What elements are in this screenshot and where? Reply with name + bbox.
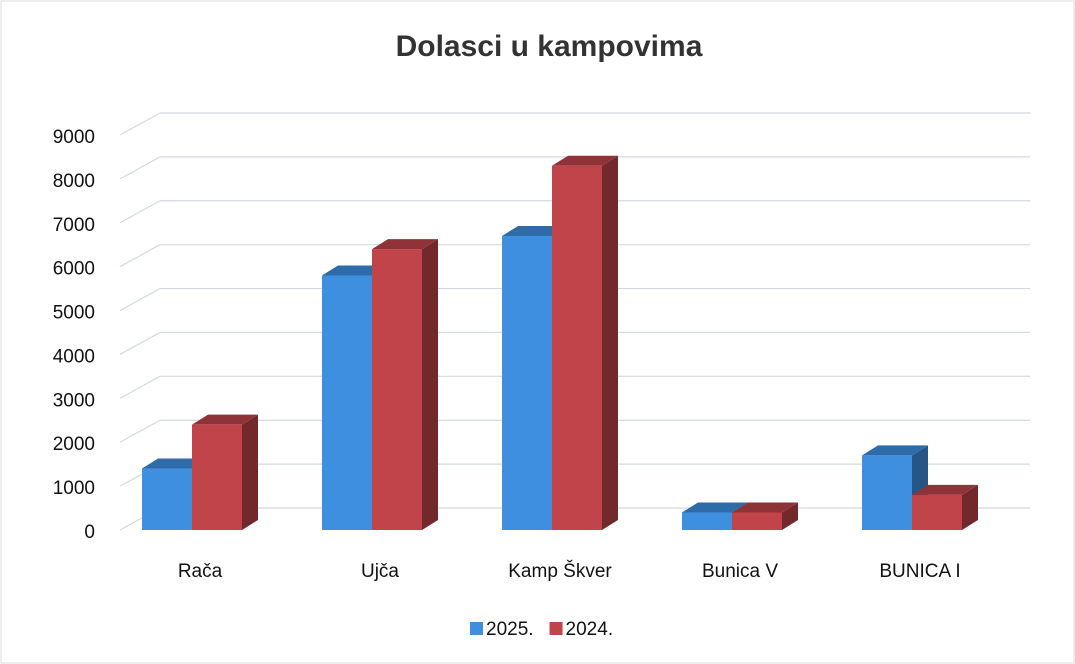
- legend-swatch: [470, 622, 483, 635]
- bar-3d: [372, 239, 438, 530]
- y-tick-label: 3000: [53, 390, 95, 411]
- bar: [862, 455, 912, 530]
- y-tick-label: 6000: [53, 259, 95, 280]
- bar-top: [552, 155, 618, 166]
- bar-top: [322, 265, 388, 276]
- bar: [322, 275, 372, 530]
- grid-line-side: [119, 112, 161, 136]
- bar-top: [682, 502, 748, 513]
- bar: [552, 165, 602, 530]
- bar: [912, 494, 962, 530]
- y-tick-label: 7000: [53, 215, 95, 236]
- bar-top: [142, 458, 208, 469]
- x-tick-label: Ujča: [361, 561, 399, 582]
- bar-side: [422, 239, 438, 530]
- bar-3d: [192, 414, 258, 530]
- bar-top: [372, 239, 438, 250]
- grid-line-side: [119, 419, 161, 443]
- legend-label: 2025.: [486, 619, 534, 640]
- y-tick-label: 1000: [53, 478, 95, 499]
- grid-line-side: [119, 200, 161, 224]
- y-tick-label: 2000: [53, 434, 95, 455]
- y-tick-label: 4000: [53, 346, 95, 367]
- bar-top: [192, 414, 258, 425]
- grid-line-side: [119, 331, 161, 355]
- grid-line-side: [119, 244, 161, 268]
- bar-side: [602, 155, 618, 530]
- chart-title: Dolasci u kampovima: [396, 30, 703, 63]
- bar-top: [732, 502, 798, 513]
- bar: [682, 512, 732, 530]
- x-tick-label: Rača: [178, 561, 223, 582]
- bar: [142, 468, 192, 530]
- bar-3d: [912, 484, 978, 530]
- bar-top: [912, 484, 978, 495]
- x-tick-label: BUNICA I: [879, 561, 960, 582]
- grid-line-side: [119, 375, 161, 399]
- bar: [502, 235, 552, 530]
- bar: [192, 424, 242, 530]
- x-tick-label: Bunica V: [702, 561, 778, 582]
- bar-side: [962, 484, 978, 530]
- legend-label: 2024.: [566, 619, 614, 640]
- bar-side: [242, 414, 258, 530]
- grid-line-side: [119, 156, 161, 180]
- bar: [732, 512, 782, 530]
- bar-side: [782, 502, 798, 530]
- grid-line-side: [119, 288, 161, 312]
- bar-3d: [732, 502, 798, 530]
- y-tick-label: 8000: [53, 171, 95, 192]
- y-tick-label: 9000: [53, 127, 95, 148]
- bar-3d: [552, 155, 618, 530]
- legend-swatch: [549, 622, 563, 635]
- bar-top: [862, 445, 928, 456]
- y-tick-label: 5000: [53, 303, 95, 324]
- bar: [372, 249, 422, 530]
- y-tick-label: 0: [84, 522, 95, 543]
- x-tick-label: Kamp Škver: [508, 560, 612, 582]
- bar-top: [502, 225, 568, 236]
